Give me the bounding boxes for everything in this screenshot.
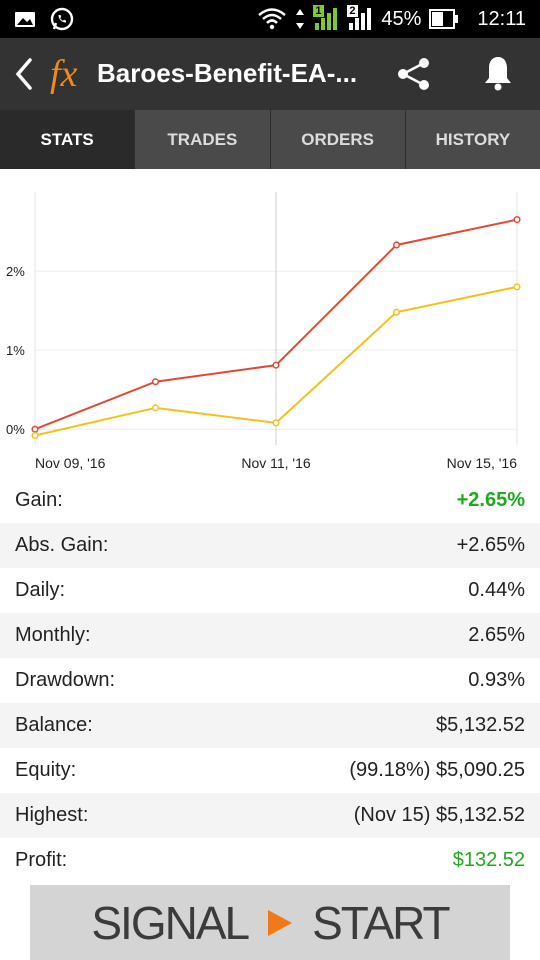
bell-icon[interactable] [481, 54, 515, 92]
tab-trades[interactable]: TRADES [134, 110, 269, 169]
data-point [31, 425, 39, 433]
fx-logo-text: fx [50, 53, 78, 95]
stat-value: 2.65% [468, 624, 525, 646]
data-point [272, 361, 280, 369]
stat-label: Daily: [15, 579, 66, 601]
data-point [151, 378, 160, 386]
tab-stats[interactable]: STATS [0, 110, 135, 169]
gain-chart: 0% 1% 2% Nov 09, '16 Nov 11, '16 Nov 15, '16 [0, 170, 540, 478]
signal-sim2: 2 [347, 5, 373, 31]
signal-bars-icon [315, 8, 338, 30]
stat-row-equity: Equity: (99.18%) $5,090.25 [0, 748, 540, 793]
status-bar-left [14, 7, 74, 31]
tab-history[interactable]: HISTORY [404, 110, 540, 169]
stat-value: (99.18%) $5,090.25 [349, 759, 525, 781]
banner-signal-text: SIGNAL [91, 896, 250, 949]
stat-value: $132.52 [452, 849, 525, 871]
play-triangle-icon [268, 909, 293, 936]
stat-row-drawdown: Drawdown: 0.93% [0, 658, 540, 703]
back-arrow-icon[interactable] [10, 54, 38, 94]
y-tick-label: 2% [6, 264, 25, 279]
status-bar: 1 2 45% 12:11 [0, 0, 540, 38]
stat-row-abs-gain: Abs. Gain: +2.65% [0, 523, 540, 568]
data-point [392, 241, 401, 249]
stat-label: Abs. Gain: [15, 534, 109, 556]
wifi-icon [258, 8, 287, 30]
status-bar-right: 1 2 45% 12:11 [257, 5, 526, 31]
signal-bars-icon [349, 8, 372, 30]
data-point [31, 431, 39, 440]
clock: 12:11 [477, 7, 526, 30]
sim1-label: 1 [313, 5, 324, 17]
app-bar: fx Baroes-Benefit-EA-... [0, 38, 540, 110]
x-tick-label: Nov 09, '16 [35, 455, 106, 471]
data-point [272, 419, 280, 427]
stat-label: Monthly: [15, 624, 91, 646]
stat-row-balance: Balance: $5,132.52 [0, 703, 540, 748]
y-tick-label: 1% [6, 343, 25, 358]
battery-percent: 45% [381, 7, 422, 30]
data-transfer-icon [296, 9, 305, 29]
stat-label: Profit: [15, 849, 68, 871]
stat-value: 0.44% [468, 579, 525, 601]
tab-bar: STATS TRADES ORDERS HISTORY [0, 110, 540, 169]
tab-orders[interactable]: ORDERS [269, 110, 405, 169]
data-point [513, 283, 521, 291]
stat-row-gain: Gain: +2.65% [0, 478, 540, 523]
page-title: Baroes-Benefit-EA-... [97, 58, 358, 88]
signal-sim1: 1 [313, 5, 339, 31]
stat-label: Highest: [15, 804, 89, 826]
x-tick-label: Nov 11, '16 [241, 455, 311, 471]
stat-value: $5,132.52 [436, 714, 525, 736]
gallery-icon [15, 12, 35, 27]
stat-label: Equity: [15, 759, 77, 781]
stat-value: 0.93% [468, 669, 525, 691]
fx-logo-icon: fx [50, 53, 78, 95]
gain-chart-svg: 0% 1% 2% Nov 09, '16 Nov 11, '16 Nov 15, '16 [6, 192, 521, 471]
x-tick-label: Nov 15, '16 [447, 455, 518, 471]
whatsapp-icon [50, 7, 74, 31]
sim2-label: 2 [347, 5, 358, 17]
banner-start-text: START [312, 896, 451, 949]
stat-label: Drawdown: [15, 669, 116, 691]
stat-row-profit: Profit: $132.52 [0, 838, 540, 883]
stat-value: +2.65% [456, 534, 525, 556]
stat-label: Gain: [15, 489, 63, 511]
data-point [392, 308, 401, 316]
stat-value: (Nov 15) $5,132.52 [353, 804, 525, 826]
data-point [151, 404, 160, 412]
stat-row-monthly: Monthly: 2.65% [0, 613, 540, 658]
y-tick-label: 0% [6, 422, 25, 437]
stat-row-highest: Highest: (Nov 15) $5,132.52 [0, 793, 540, 838]
share-icon[interactable] [394, 56, 434, 92]
stat-row-daily: Daily: 0.44% [0, 568, 540, 613]
stat-value: +2.65% [456, 489, 525, 511]
signal-start-banner[interactable]: SIGNAL START [30, 885, 510, 960]
stat-label: Balance: [15, 714, 93, 736]
battery-icon [429, 9, 459, 29]
data-point [513, 216, 521, 224]
stats-list: Gain: +2.65% Abs. Gain: +2.65% Daily: 0.… [0, 478, 540, 883]
